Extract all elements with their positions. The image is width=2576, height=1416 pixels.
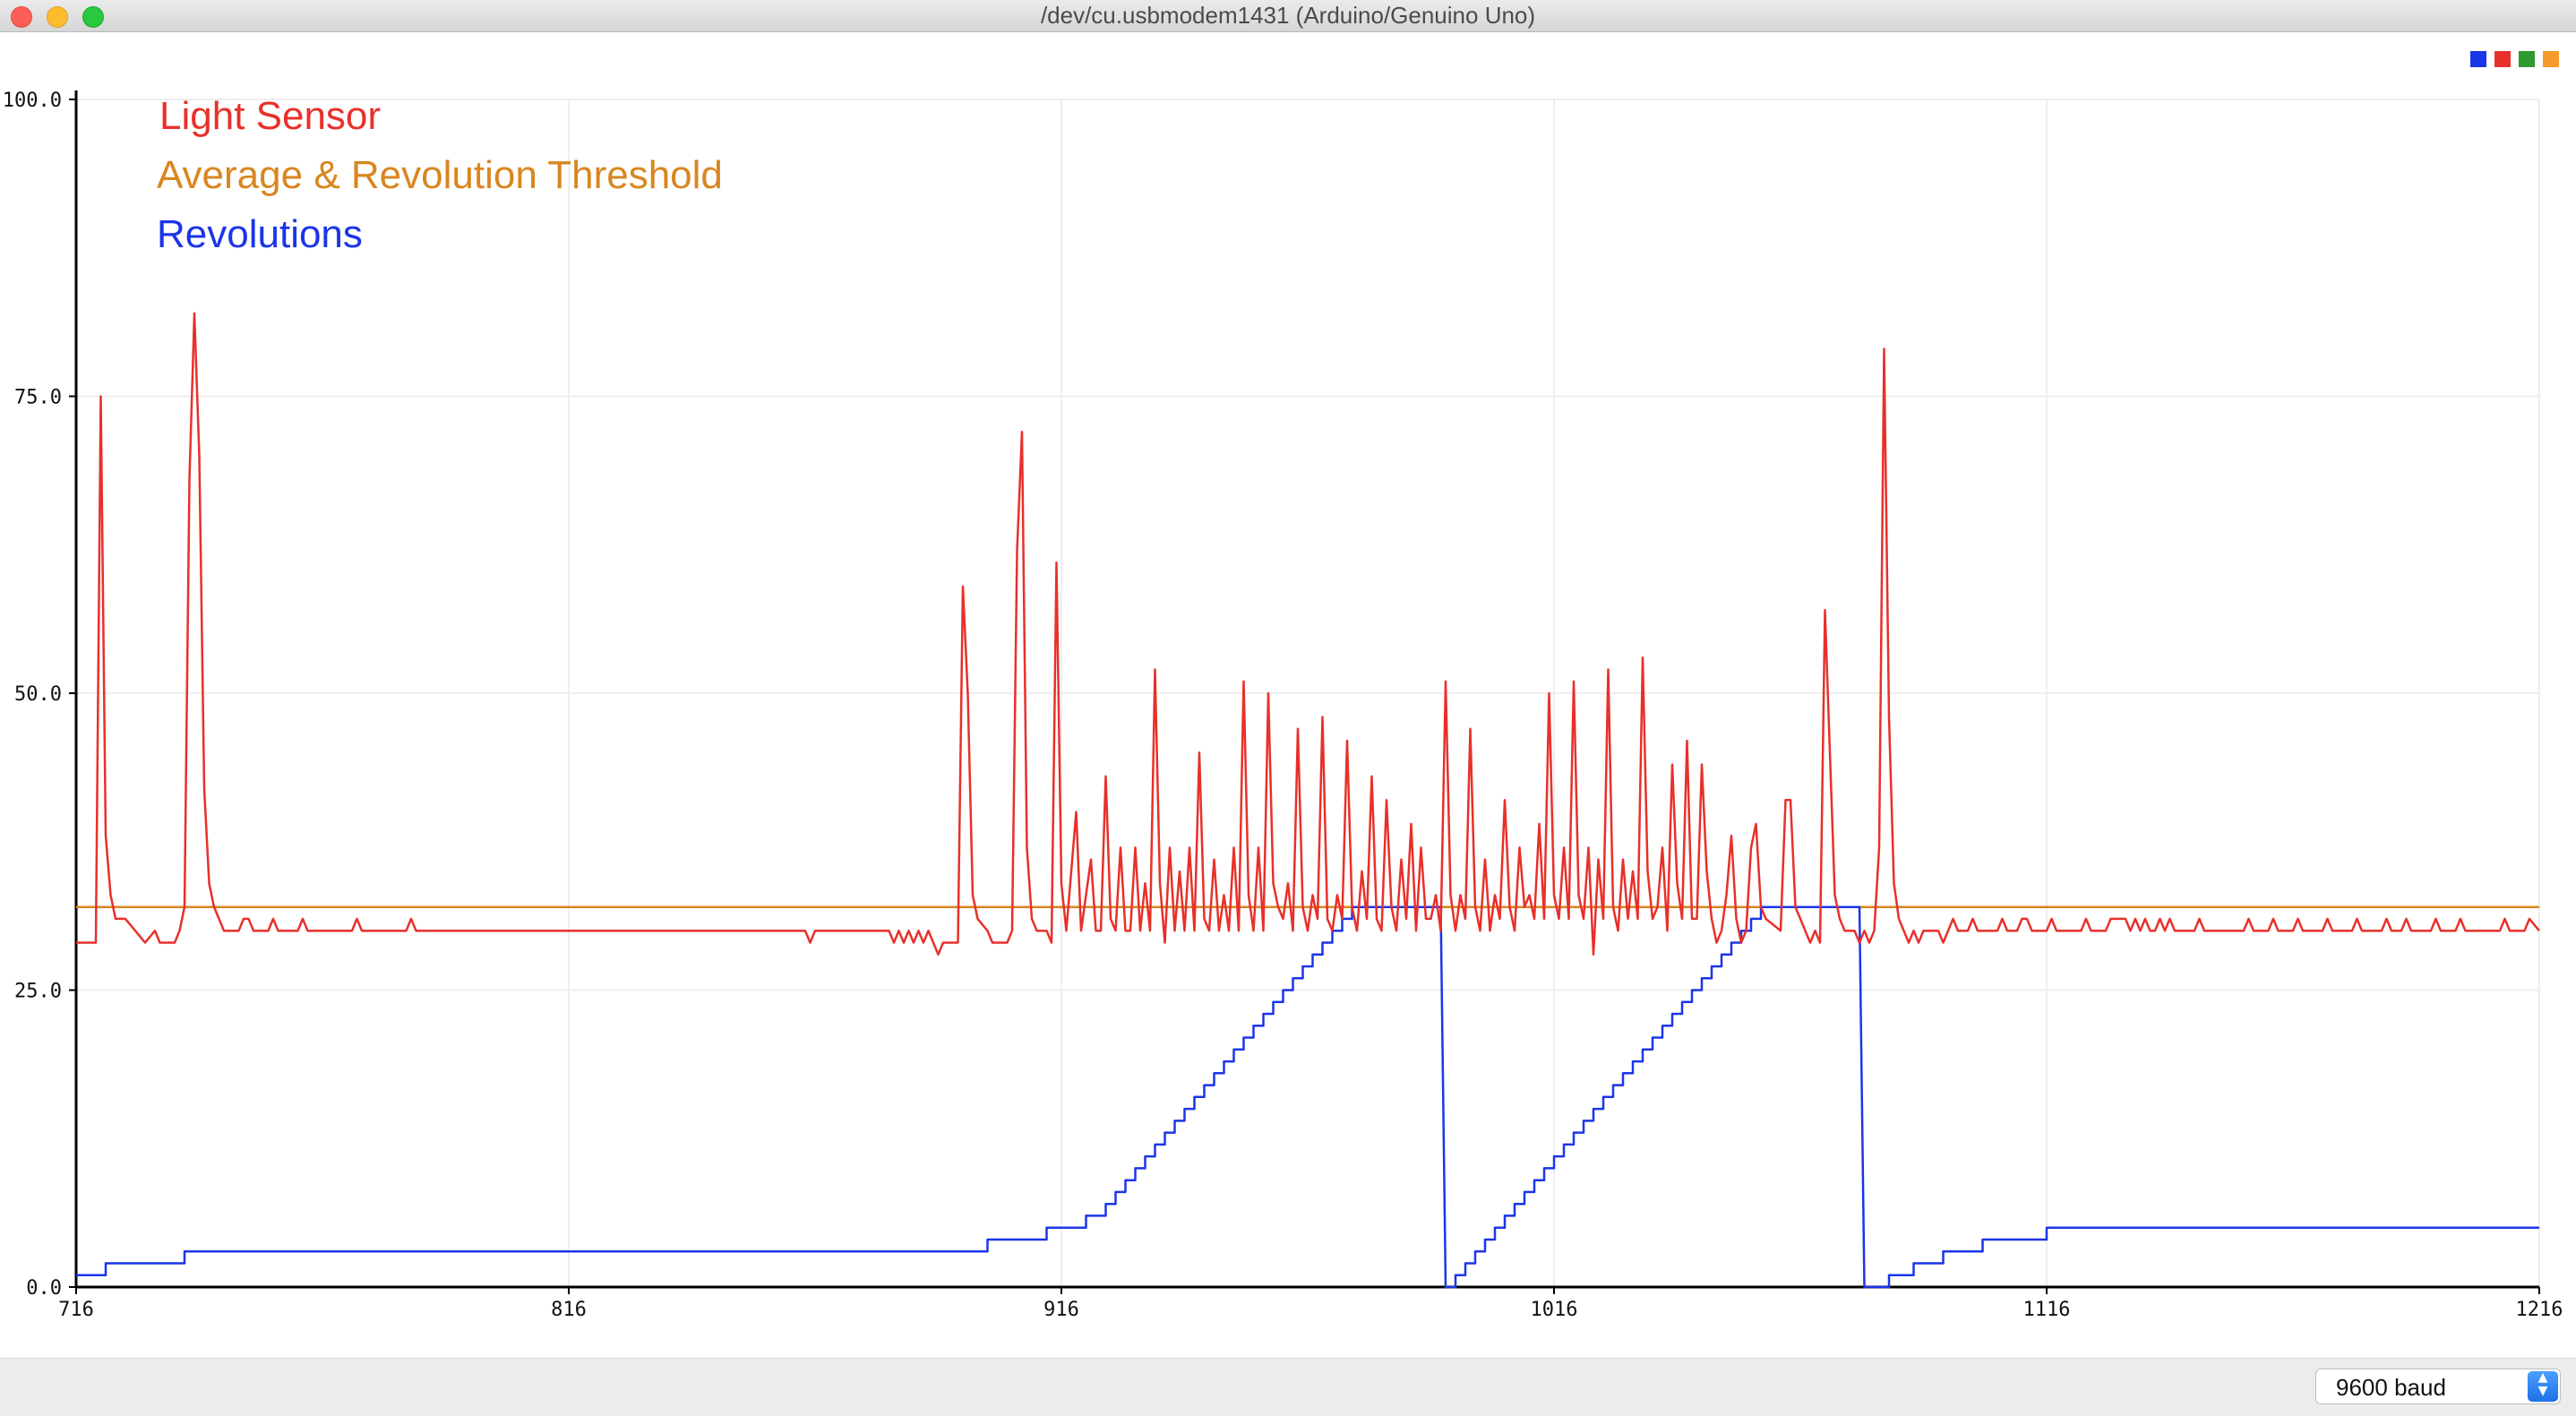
series-line-revolutions	[76, 905, 2539, 1289]
baud-rate-value: 9600 baud	[2336, 1374, 2446, 1401]
series-label-light-sensor: Light Sensor	[159, 94, 381, 138]
serial-plot-chart: 716 816 916 1016 1116 1216 0.0 25.0 50.0 75.0 100.…	[3, 90, 2563, 1321]
zoom-window-button[interactable]	[82, 6, 104, 28]
y-tick-label: 75.0	[14, 387, 62, 409]
x-tick-label: 716	[58, 1299, 94, 1321]
legend-color-blue	[2470, 51, 2486, 67]
x-tick-label: 1216	[2516, 1299, 2563, 1321]
series-label-average-revolution-threshold: Average & Revolution Threshold	[157, 153, 723, 197]
x-tick-label: 1116	[2023, 1299, 2071, 1321]
chevron-up-down-icon[interactable]: ▲ ▼	[2528, 1371, 2558, 1402]
y-tick-label: 25.0	[14, 981, 62, 1003]
minimize-window-button[interactable]	[47, 6, 68, 28]
series-label-revolutions: Revolutions	[157, 212, 363, 256]
serial-plotter-area	[0, 32, 2576, 1358]
legend-color-orange	[2543, 51, 2559, 67]
y-tick-label: 100.0	[3, 90, 62, 112]
x-tick-label: 916	[1043, 1299, 1079, 1321]
x-tick-label: 1016	[1531, 1299, 1578, 1321]
close-window-button[interactable]	[11, 6, 32, 28]
legend-color-green	[2519, 51, 2535, 67]
window-titlebar: /dev/cu.usbmodem1431 (Arduino/Genuino Un…	[0, 0, 2576, 32]
window-title: /dev/cu.usbmodem1431 (Arduino/Genuino Un…	[1040, 2, 1536, 29]
baud-rate-select[interactable]: 9600 baud ▲ ▼	[2315, 1369, 2561, 1404]
status-bar	[0, 1358, 2576, 1416]
legend-color-red	[2494, 51, 2511, 67]
series-line-light-sensor	[76, 312, 2540, 956]
x-tick-label: 816	[551, 1299, 587, 1321]
y-tick-label: 50.0	[14, 683, 62, 706]
y-tick-label: 0.0	[26, 1277, 62, 1300]
